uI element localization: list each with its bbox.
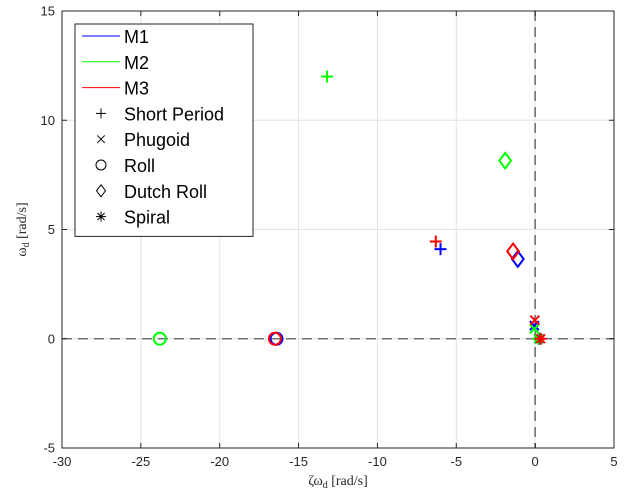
x-tick-label: 5 xyxy=(610,454,617,469)
y-axis-ticks: -5 0 5 10 15 xyxy=(41,4,614,456)
x-tick-label: -25 xyxy=(131,454,150,469)
x-axis-label-unit: [rad/s] xyxy=(328,474,368,489)
y-tick-label: 0 xyxy=(48,331,55,346)
data-point-m3-roll xyxy=(267,331,282,346)
x-tick-label: 0 xyxy=(532,454,539,469)
x-axis-label: ζωd [rad/s] xyxy=(308,474,368,491)
legend-label-m1: M1 xyxy=(124,27,149,47)
y-axis-label: ωd [rad/s] xyxy=(15,202,32,256)
y-tick-label: 15 xyxy=(41,4,55,19)
y-axis-label-subscript: d xyxy=(21,242,32,247)
data-point-m2-phugoid xyxy=(529,323,540,335)
x-axis-label-subscript: d xyxy=(323,480,328,491)
legend-label-short-period: Short Period xyxy=(124,104,224,124)
legend-marker-roll xyxy=(95,159,107,171)
legend-marker-phugoid xyxy=(96,135,106,144)
x-tick-label: -10 xyxy=(368,454,387,469)
y-tick-label: 5 xyxy=(48,222,55,237)
x-tick-label: -30 xyxy=(53,454,72,469)
data-point-m2-roll xyxy=(152,331,167,346)
legend: M1 M2 M3 Short Period Phugoid Roll Dutch Roll S… xyxy=(74,23,254,237)
legend-label-spiral: Spiral xyxy=(124,208,170,228)
data-point-m1-short-period xyxy=(434,243,447,256)
legend-label-dutch-roll: Dutch Roll xyxy=(124,182,207,202)
legend-box xyxy=(74,23,254,237)
legend-label-m3: M3 xyxy=(124,79,149,99)
data-point-m3-dutch-roll xyxy=(505,241,521,261)
y-tick-label: 10 xyxy=(41,113,55,128)
data-point-m2-short-period xyxy=(320,70,333,83)
x-tick-label: -15 xyxy=(289,454,308,469)
legend-label-m2: M2 xyxy=(124,53,149,73)
y-axis-label-unit: [rad/s] xyxy=(15,202,30,242)
legend-marker-spiral xyxy=(96,211,106,222)
data-point-m2-dutch-roll xyxy=(498,151,513,171)
x-axis-ticks: -30 -25 -20 -15 -10 -5 0 5 xyxy=(53,11,618,469)
x-tick-label: -5 xyxy=(451,454,463,469)
zero-lines xyxy=(62,11,614,448)
data-point-m3-phugoid xyxy=(529,314,541,326)
data-point-m3-spiral xyxy=(534,332,547,345)
legend-label-roll: Roll xyxy=(124,156,155,176)
y-axis-label-main: ω xyxy=(15,247,30,256)
legend-marker-dutch-roll xyxy=(95,183,107,198)
y-tick-label: -5 xyxy=(43,441,55,456)
data-points xyxy=(152,70,547,346)
legend-label-phugoid: Phugoid xyxy=(124,130,190,150)
legend-marker-short-period xyxy=(96,108,106,119)
x-tick-label: -20 xyxy=(210,454,229,469)
data-point-m3-short-period xyxy=(429,235,442,248)
x-axis-label-main: ζω xyxy=(308,474,323,489)
